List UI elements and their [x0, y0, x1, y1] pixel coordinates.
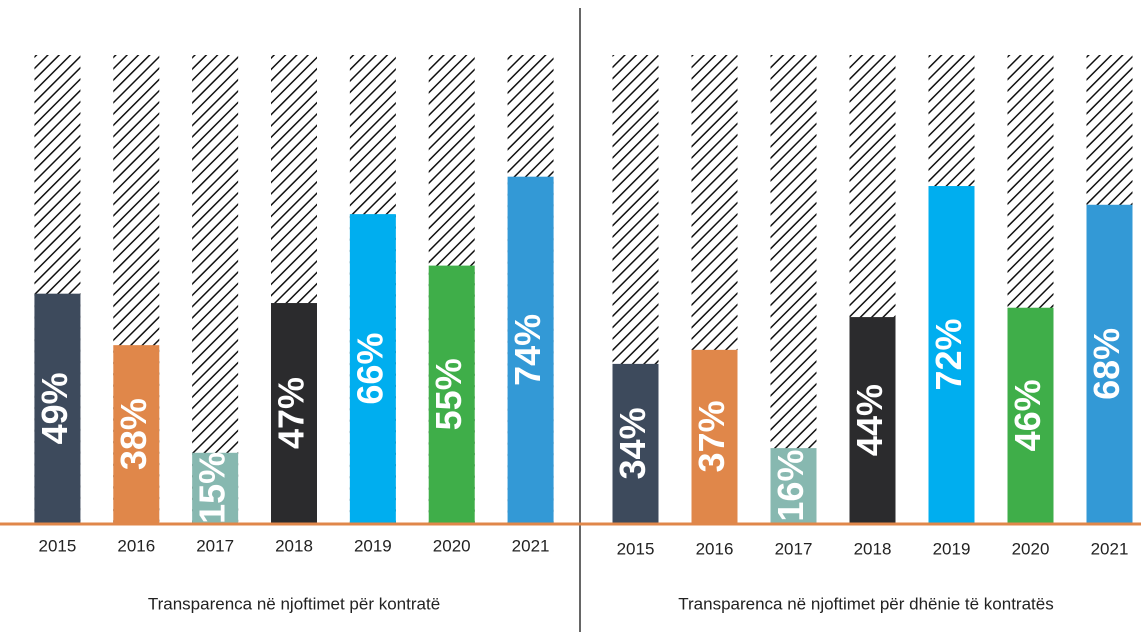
bar	[612, 363, 659, 523]
bar	[849, 317, 896, 523]
bar	[34, 293, 81, 523]
value-label: 37%	[691, 400, 732, 472]
bar	[507, 176, 554, 523]
value-label: 66%	[349, 333, 390, 405]
x-tick-label: 2017	[775, 539, 813, 558]
value-label: 44%	[849, 384, 890, 456]
value-label: 46%	[1007, 379, 1048, 451]
bar	[428, 265, 475, 523]
x-tick-label: 2016	[696, 539, 734, 558]
bar	[113, 345, 160, 523]
bar	[691, 349, 738, 523]
x-tick-label: 2015	[617, 539, 655, 558]
bar	[271, 303, 317, 523]
value-label: 38%	[113, 398, 154, 470]
x-tick-label: 2017	[196, 536, 234, 555]
value-label: 55%	[428, 358, 469, 430]
x-tick-label: 2020	[1012, 539, 1050, 558]
bar	[349, 214, 396, 523]
value-label: 47%	[271, 377, 312, 449]
bar-background	[770, 55, 817, 523]
value-label: 34%	[612, 407, 653, 479]
x-tick-label: 2021	[1091, 539, 1129, 558]
x-tick-label: 2021	[512, 536, 550, 555]
bar-background	[192, 55, 239, 523]
bar	[928, 186, 975, 524]
x-tick-label: 2019	[933, 539, 971, 558]
bar	[770, 448, 817, 523]
x-tick-label: 2016	[117, 536, 155, 555]
bar	[192, 452, 239, 523]
value-label: 49%	[34, 372, 75, 444]
value-label: 72%	[928, 318, 969, 390]
x-tick-label: 2020	[433, 536, 471, 555]
value-label: 16%	[770, 450, 811, 522]
value-label: 74%	[507, 314, 548, 386]
bar	[1007, 307, 1054, 523]
chart-title: Transparenca në njoftimet për dhënie të …	[678, 594, 1053, 613]
x-tick-label: 2019	[354, 536, 392, 555]
x-tick-label: 2015	[39, 536, 77, 555]
value-label: 15%	[192, 452, 233, 524]
x-tick-label: 2018	[854, 539, 892, 558]
chart-title: Transparenca në njoftimet për kontratë	[148, 594, 440, 613]
value-label: 68%	[1086, 328, 1127, 400]
x-tick-label: 2018	[275, 536, 313, 555]
bar	[1086, 204, 1133, 523]
